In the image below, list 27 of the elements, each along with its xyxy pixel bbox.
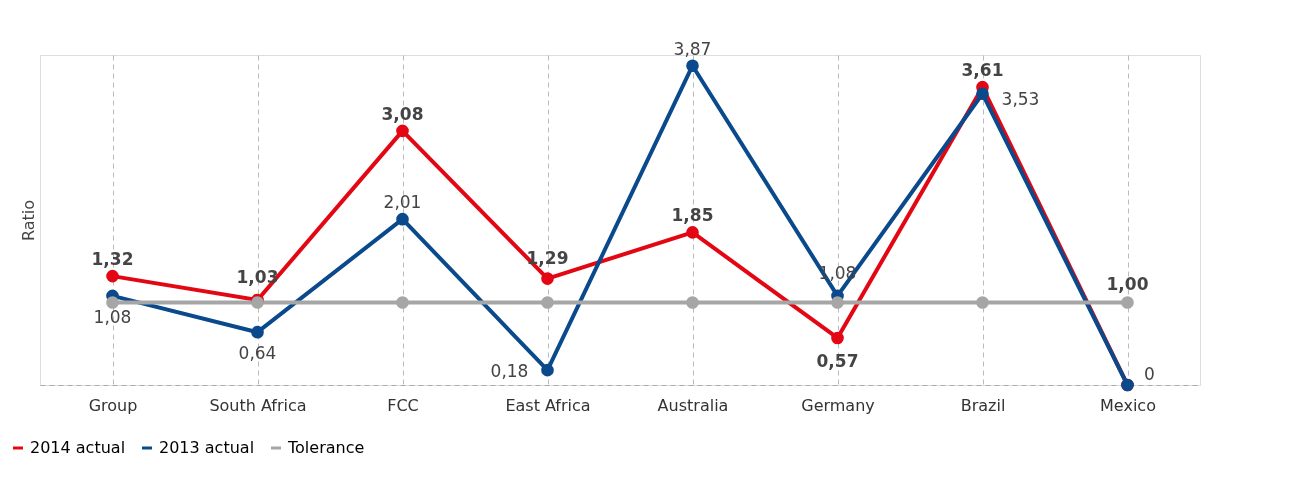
data-label: 0 bbox=[1144, 364, 1155, 384]
x-tick-label: Australia bbox=[657, 395, 729, 415]
data-label: 0,64 bbox=[238, 343, 277, 364]
x-tick-label: Group bbox=[88, 395, 138, 415]
data-label: 1,08 bbox=[93, 306, 132, 327]
data-label: 1,29 bbox=[526, 247, 569, 268]
data-label: 3,87 bbox=[673, 38, 712, 59]
x-tick-label: Germany bbox=[801, 395, 875, 415]
data-label: 3,61 bbox=[961, 60, 1004, 81]
x-tick-label: FCC bbox=[387, 395, 419, 415]
y-axis-title: Ratio bbox=[18, 199, 38, 242]
data-label: 1,03 bbox=[236, 267, 279, 288]
data-label: 1,00 bbox=[1106, 273, 1149, 294]
data-label: 1,32 bbox=[91, 249, 134, 270]
x-tick-label: Brazil bbox=[960, 395, 1006, 415]
legend-label: Tolerance bbox=[287, 438, 365, 457]
data-label: 1,85 bbox=[671, 205, 714, 226]
x-tick-label: Mexico bbox=[1100, 395, 1156, 415]
data-label: 0,18 bbox=[490, 361, 529, 382]
x-tick-label: East Africa bbox=[505, 395, 591, 415]
data-label: 2,01 bbox=[383, 192, 422, 213]
data-label: 0,57 bbox=[816, 350, 859, 371]
legend-label: 2013 actual bbox=[159, 438, 255, 457]
data-label: 3,53 bbox=[1001, 88, 1040, 109]
x-tick-label: South Africa bbox=[209, 395, 307, 415]
data-label: 3,08 bbox=[381, 103, 424, 124]
legend-label: 2014 actual bbox=[30, 438, 126, 457]
